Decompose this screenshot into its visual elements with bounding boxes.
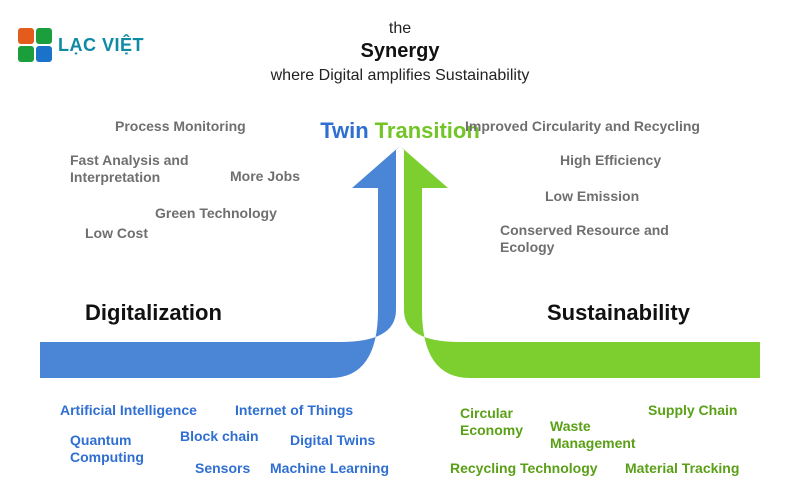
tech-green-term: Material Tracking (625, 460, 739, 477)
twin-word-1: Twin (320, 118, 368, 143)
header-line1: the (0, 20, 800, 38)
outcome-right-term: High Efficiency (560, 152, 661, 169)
tech-green-term: WasteManagement (550, 418, 636, 452)
pillar-digitalization: Digitalization (85, 300, 222, 326)
tech-blue-term: Sensors (195, 460, 250, 477)
outcome-right-term: Conserved Resource andEcology (500, 222, 669, 256)
pillar-sustainability: Sustainability (547, 300, 690, 326)
tech-blue-term: Internet of Things (235, 402, 353, 419)
tech-blue-term: Machine Learning (270, 460, 389, 477)
tech-green-term: CircularEconomy (460, 405, 523, 439)
tech-blue-term: QuantumComputing (70, 432, 144, 466)
tech-blue-term: Artificial Intelligence (60, 402, 197, 419)
header-line2: Synergy (0, 40, 800, 63)
outcome-left-term: Process Monitoring (115, 118, 246, 135)
outcome-right-term: Improved Circularity and Recycling (465, 118, 700, 135)
tech-green-term: Supply Chain (648, 402, 737, 419)
tech-blue-term: Block chain (180, 428, 259, 445)
outcome-left-term: Low Cost (85, 225, 148, 242)
green-arrow-icon (400, 146, 760, 378)
header: the Synergy where Digital amplifies Sust… (0, 20, 800, 85)
tech-blue-term: Digital Twins (290, 432, 375, 449)
outcome-left-term: Fast Analysis andInterpretation (70, 152, 189, 186)
tech-green-term: Recycling Technology (450, 460, 598, 477)
outcome-left-term: Green Technology (155, 205, 277, 222)
header-line3: where Digital amplifies Sustainability (0, 67, 800, 85)
outcome-left-term: More Jobs (230, 168, 300, 185)
outcome-right-term: Low Emission (545, 188, 639, 205)
